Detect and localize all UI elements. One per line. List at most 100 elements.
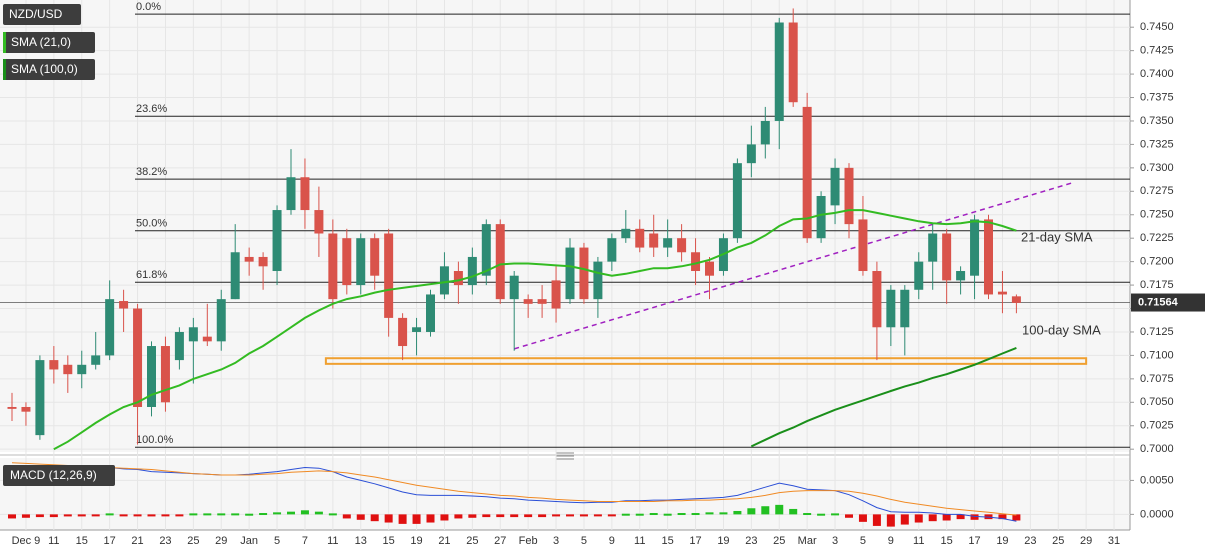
histogram-bar — [482, 514, 491, 518]
candle-body — [174, 331, 184, 361]
candle-body — [439, 266, 449, 295]
x-tick-label: 21 — [131, 535, 143, 547]
histogram-bar — [775, 504, 784, 515]
support-zone — [324, 357, 1088, 365]
histogram-bar — [538, 514, 547, 518]
candle-body — [635, 228, 645, 248]
candle-body — [621, 228, 631, 239]
macd-plot-bg — [0, 458, 1130, 530]
x-tick-label: 15 — [662, 535, 674, 547]
histogram-bar — [91, 514, 100, 517]
y-tick-label: 0.7000 — [1140, 443, 1174, 455]
candle-body — [802, 106, 812, 239]
x-tick-label: 17 — [104, 535, 116, 547]
x-tick-label: 25 — [187, 535, 199, 547]
histogram-bar — [747, 508, 756, 515]
histogram-bar — [733, 510, 742, 515]
x-tick-label: 23 — [159, 535, 171, 547]
histogram-bar — [900, 514, 909, 525]
x-tick-label: 5 — [581, 535, 587, 547]
candle-body — [774, 22, 784, 121]
histogram-bar — [147, 514, 156, 517]
x-tick-label: 11 — [634, 535, 645, 547]
x-tick-label: 9 — [888, 535, 894, 547]
histogram-bar — [49, 514, 58, 518]
candle-body — [495, 224, 505, 300]
candle-body — [593, 261, 603, 300]
x-tick-label: 15 — [76, 535, 88, 547]
x-tick-label: 13 — [355, 535, 367, 547]
candle-body — [147, 346, 156, 407]
fib-label: 50.0% — [136, 218, 167, 230]
candle-body — [844, 167, 854, 225]
histogram-bar — [872, 514, 881, 526]
histogram-bar — [245, 513, 254, 516]
histogram-bar — [119, 514, 128, 517]
histogram-bar — [189, 513, 198, 516]
histogram-bar — [63, 514, 72, 517]
candle-body — [509, 275, 519, 300]
candle-body — [356, 238, 366, 286]
candle-body — [942, 233, 952, 281]
y-tick-label: 0.7125 — [1140, 326, 1174, 338]
candle-body — [788, 22, 798, 103]
candle-body — [467, 256, 477, 286]
candle-body — [398, 317, 408, 347]
x-tick-label: 23 — [745, 535, 757, 547]
histogram-bar — [524, 514, 533, 518]
fib-label: 61.8% — [136, 269, 167, 281]
trendline — [513, 182, 1073, 350]
histogram-bar — [133, 514, 142, 517]
fib-label: 38.2% — [136, 166, 167, 178]
y-tick-label: 0.7375 — [1140, 91, 1174, 103]
histogram-bar — [175, 514, 184, 517]
histogram-bar — [803, 513, 812, 516]
candle-body — [370, 238, 380, 276]
x-tick-label: 17 — [968, 535, 980, 547]
candle-body — [7, 406, 17, 409]
x-tick-label: 29 — [215, 535, 227, 547]
last-price-label: 0.71564 — [1138, 296, 1179, 308]
x-tick-label: Jan — [240, 535, 258, 547]
histogram-bar — [705, 512, 714, 515]
candle-body — [705, 261, 714, 276]
candle-body — [872, 271, 882, 328]
candle-body — [258, 256, 268, 267]
x-tick-label: 17 — [689, 535, 701, 547]
price-box — [1131, 293, 1205, 312]
x-tick-label: 31 — [1108, 535, 1120, 547]
histogram-bar — [300, 510, 309, 515]
candle-body — [426, 294, 435, 332]
candle-body — [21, 406, 31, 412]
sma-line — [53, 209, 1017, 451]
x-tick-label: 25 — [773, 535, 785, 547]
histogram-bar — [845, 514, 853, 518]
x-tick-label: 23 — [1024, 535, 1036, 547]
y-tick-label: 0.7400 — [1140, 68, 1174, 80]
histogram-bar — [970, 514, 979, 520]
x-tick-label: Feb — [519, 535, 538, 547]
candle-body — [537, 299, 547, 304]
histogram-bar — [552, 514, 561, 517]
x-tick-label: 5 — [860, 535, 866, 547]
candle-body — [328, 233, 338, 300]
candle-body — [91, 355, 101, 365]
histogram-bar — [454, 514, 463, 519]
histogram-bar — [356, 514, 365, 520]
candle-body — [119, 301, 129, 309]
candle-body — [244, 256, 254, 262]
legend-swatch — [3, 32, 6, 53]
candle-body — [886, 289, 896, 328]
legend-box — [3, 32, 95, 53]
histogram-bar — [161, 514, 170, 517]
y-tick-label: 0.7275 — [1140, 185, 1174, 197]
candle-body — [956, 271, 966, 281]
sma-annotation: 100-day SMA — [1022, 322, 1101, 337]
histogram-bar — [328, 513, 337, 516]
histogram-bar — [649, 513, 658, 516]
candle-body — [230, 252, 240, 300]
histogram-bar — [886, 514, 895, 527]
x-tick-label: Dec 9 — [12, 535, 41, 547]
candle-body — [858, 219, 868, 272]
histogram-bar — [468, 514, 477, 518]
